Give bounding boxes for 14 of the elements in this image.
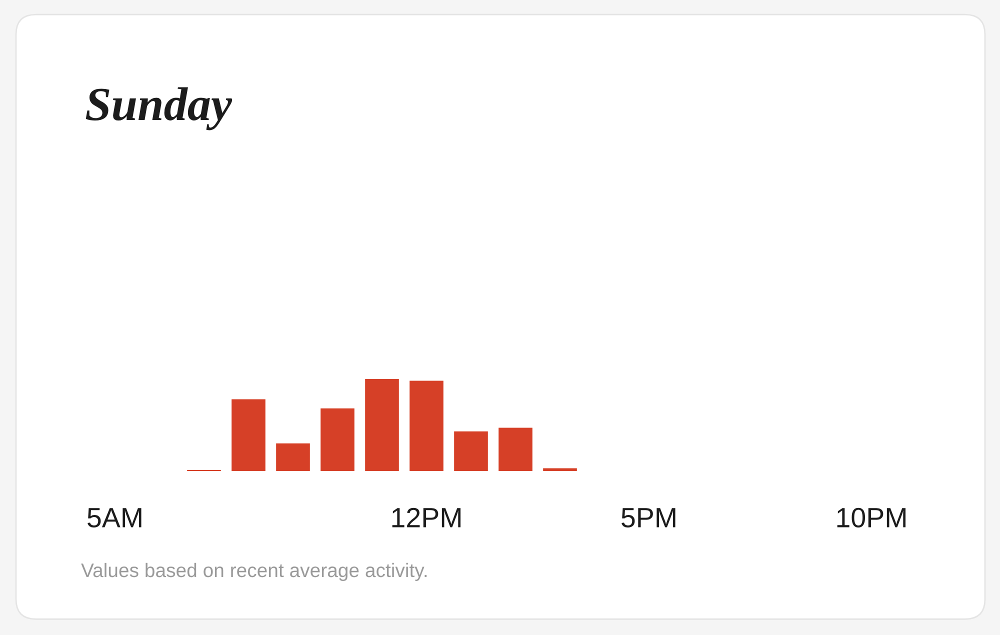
bar bbox=[365, 378, 399, 471]
bar bbox=[276, 443, 310, 471]
bar bbox=[320, 408, 354, 471]
bar bbox=[232, 399, 266, 471]
chart-title: Sunday bbox=[86, 87, 232, 130]
x-tick-label: 5AM bbox=[88, 508, 142, 528]
bar bbox=[410, 380, 444, 471]
bar bbox=[543, 468, 577, 471]
bar bbox=[498, 428, 532, 471]
bar bbox=[454, 431, 488, 471]
x-tick-label: 10PM bbox=[837, 508, 906, 528]
x-tick-label: 12PM bbox=[392, 508, 461, 528]
text: Values based on recent average activity. bbox=[81, 562, 427, 582]
x-tick-label: 5PM bbox=[622, 508, 676, 528]
